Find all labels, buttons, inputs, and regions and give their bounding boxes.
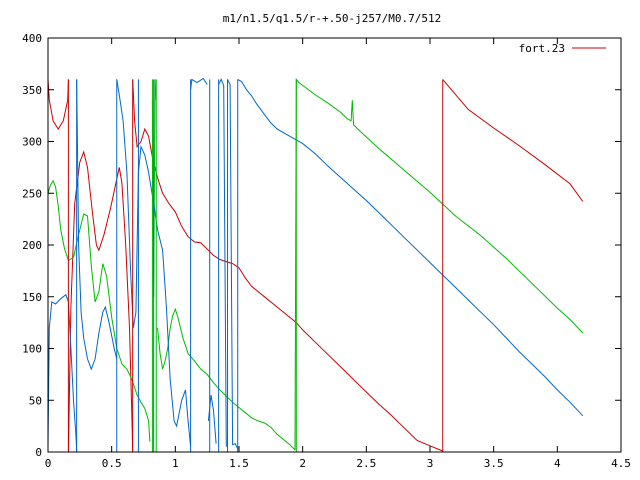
y-tick-label: 100 (22, 343, 42, 356)
y-tick-label: 250 (22, 187, 42, 200)
series-2-segment-3 (157, 307, 296, 451)
legend-label: fort.23 (519, 42, 565, 55)
series-2-segment-4 (294, 77, 584, 450)
y-tick-label: 200 (22, 239, 42, 252)
series-3-segment-6 (218, 78, 227, 447)
series-3-segment-4 (190, 77, 208, 90)
y-tick-label: 350 (22, 84, 42, 97)
y-tick-label: 0 (35, 446, 42, 459)
legend: fort.23 (519, 42, 606, 55)
series-3-segment-3 (116, 79, 192, 447)
x-tick-label: 2 (299, 457, 306, 470)
x-tick-label: 3 (427, 457, 434, 470)
series-3-segment-1 (47, 293, 78, 453)
series-2-segment-2 (151, 79, 157, 297)
x-tick-label: 1 (172, 457, 179, 470)
x-tick-label: 4.5 (611, 457, 631, 470)
series-1-segment-1 (47, 79, 69, 131)
series-1-segment-2 (67, 150, 134, 453)
x-tick-label: 1.5 (229, 457, 249, 470)
y-tick-label: 300 (22, 136, 42, 149)
y-tick-label: 150 (22, 291, 42, 304)
x-tick-label: 4 (554, 457, 561, 470)
chart-title: m1/n1.5/q1.5/r-+.50-j257/M0.7/512 (223, 12, 442, 25)
x-tick-label: 0 (45, 457, 52, 470)
y-tick-label: 50 (29, 394, 42, 407)
x-tick-label: 2.5 (356, 457, 376, 470)
series-3-segment-2 (76, 79, 118, 371)
x-tick-label: 3.5 (484, 457, 504, 470)
series-2-segment-1 (47, 179, 151, 442)
series-1-segment-4 (442, 79, 584, 202)
y-tick-label: 400 (22, 32, 42, 45)
x-tick-label: 0.5 (102, 457, 122, 470)
series-3-segment-7 (227, 79, 239, 450)
series-3-segment-8 (237, 78, 584, 417)
series-layer (47, 77, 584, 453)
axis-layer: 0 0.5 1 1.5 2 2.5 3 3.5 4 4.5 0 50 100 150 200 250 300 35… (22, 32, 631, 470)
